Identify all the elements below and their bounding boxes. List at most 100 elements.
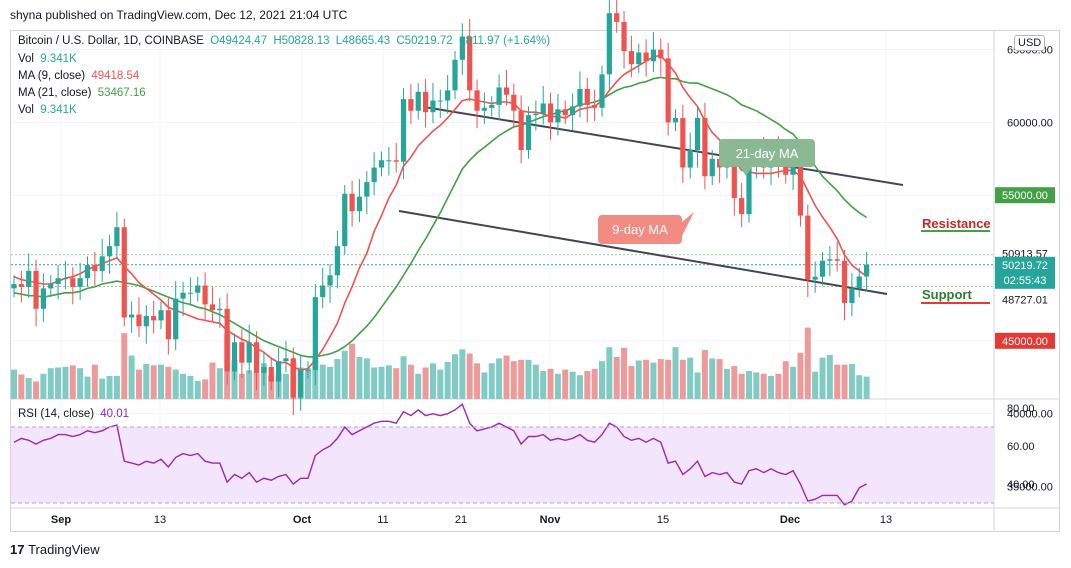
volume-bar bbox=[723, 368, 730, 399]
candle-body bbox=[570, 106, 576, 116]
volume-bar bbox=[797, 352, 804, 399]
volume-bar bbox=[121, 333, 128, 399]
candle bbox=[481, 92, 487, 124]
legend-ma21-row: MA (21, close) 53467.16 bbox=[18, 87, 149, 99]
volume-bar bbox=[429, 363, 436, 399]
candle-body bbox=[797, 158, 804, 216]
candle bbox=[99, 238, 105, 282]
volume-bar bbox=[488, 363, 495, 399]
candle-body bbox=[364, 182, 370, 197]
candle bbox=[202, 272, 208, 320]
candle-body bbox=[327, 275, 333, 286]
candle bbox=[11, 275, 17, 298]
candle bbox=[408, 83, 414, 124]
candle bbox=[459, 23, 465, 76]
candle bbox=[503, 69, 510, 106]
candle-body bbox=[533, 113, 539, 116]
volume-bar bbox=[687, 357, 694, 399]
candle-body bbox=[84, 265, 91, 279]
candle-body bbox=[180, 292, 186, 299]
candle-body bbox=[231, 342, 238, 372]
volume-bar bbox=[518, 359, 525, 399]
volume-bar bbox=[782, 361, 789, 399]
legend-ma9-value: 49418.54 bbox=[91, 70, 140, 82]
candle-body bbox=[592, 104, 598, 108]
volume-bar bbox=[848, 364, 855, 399]
volume-bar bbox=[562, 369, 569, 399]
time-tick-label: 21 bbox=[455, 514, 467, 526]
rsi-tick-label: 60.00 bbox=[1007, 441, 1035, 453]
candle-body bbox=[136, 314, 142, 327]
volume-bar bbox=[554, 373, 561, 399]
last-price-tag: 50219.72 bbox=[1002, 260, 1048, 272]
candle bbox=[547, 92, 554, 140]
volume-bar bbox=[113, 375, 120, 399]
legend-vol1-value: 9.341K bbox=[40, 53, 77, 65]
candle bbox=[511, 83, 517, 129]
candle bbox=[577, 71, 583, 118]
volume-bar bbox=[716, 359, 723, 399]
candle bbox=[209, 286, 216, 322]
volume-bar bbox=[143, 364, 150, 399]
candle-body bbox=[298, 369, 304, 398]
volume-bar bbox=[349, 343, 356, 399]
candle-body bbox=[503, 87, 510, 95]
volume-bar bbox=[525, 359, 532, 399]
candle-body bbox=[253, 342, 260, 373]
currency-button[interactable]: USD bbox=[1014, 35, 1046, 51]
volume-bar bbox=[77, 368, 84, 399]
volume-bar bbox=[819, 357, 826, 399]
candle-body bbox=[151, 316, 157, 321]
tradingview-brand[interactable]: 17 TradingView bbox=[10, 542, 100, 557]
candle-body bbox=[11, 284, 17, 289]
candle-body bbox=[511, 94, 517, 111]
candle bbox=[187, 277, 193, 306]
candle bbox=[650, 32, 657, 73]
candle-body bbox=[481, 107, 487, 111]
volume-bar bbox=[407, 364, 414, 399]
volume-bar bbox=[172, 369, 179, 399]
candle bbox=[687, 132, 693, 179]
volume-bar bbox=[731, 366, 738, 399]
volume-bar bbox=[775, 373, 782, 399]
candle-body bbox=[246, 342, 252, 363]
volume-bar bbox=[378, 366, 385, 399]
candle bbox=[445, 75, 451, 114]
candle bbox=[709, 150, 715, 186]
candle bbox=[702, 102, 708, 190]
rsi-tick-label: 40.00 bbox=[1007, 479, 1035, 491]
candle bbox=[283, 340, 289, 373]
volume-bar bbox=[768, 375, 775, 399]
candle bbox=[864, 251, 870, 292]
publisher-line: shyna published on TradingView.com, Dec … bbox=[10, 8, 348, 22]
candle-body bbox=[430, 100, 436, 113]
candle-body bbox=[474, 90, 480, 111]
candle bbox=[584, 77, 590, 123]
volume-bar bbox=[665, 359, 672, 399]
candle bbox=[349, 180, 355, 227]
candle-body bbox=[665, 58, 671, 123]
volume-bar bbox=[422, 367, 429, 399]
candle-body bbox=[540, 103, 546, 114]
candle bbox=[114, 211, 120, 260]
volume-bar bbox=[11, 369, 17, 399]
candle-body bbox=[584, 88, 590, 105]
volume-bar bbox=[503, 355, 510, 399]
candle bbox=[452, 51, 458, 100]
volume-bar bbox=[650, 362, 657, 399]
candle-body bbox=[143, 316, 149, 327]
volume-bar bbox=[709, 358, 716, 399]
candle bbox=[525, 106, 532, 159]
volume-bar bbox=[804, 327, 811, 399]
legend-high: H50828.13 bbox=[273, 35, 330, 47]
candle-body bbox=[26, 270, 32, 287]
candle-body bbox=[562, 109, 568, 116]
volume-bar bbox=[202, 379, 209, 399]
candle-body bbox=[864, 264, 870, 277]
candle bbox=[694, 107, 701, 168]
candle-body bbox=[77, 278, 83, 287]
candle bbox=[253, 331, 260, 391]
candle-body bbox=[614, 13, 620, 22]
candle-body bbox=[261, 367, 267, 373]
